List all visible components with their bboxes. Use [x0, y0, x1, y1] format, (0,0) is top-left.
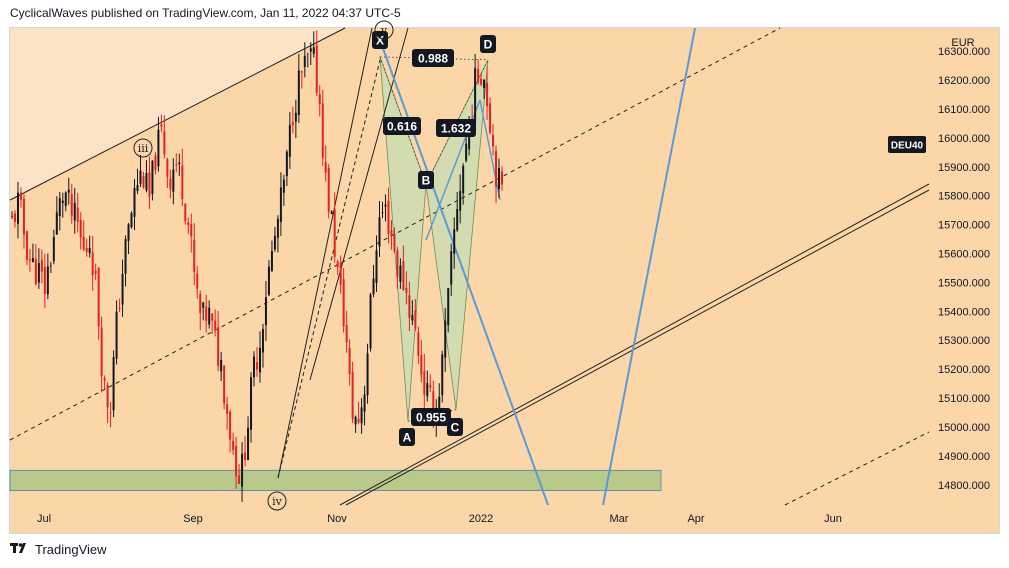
x-tick-label: Jun [824, 513, 842, 525]
upper-channel-line [9, 27, 346, 201]
pattern-point-bg [399, 428, 415, 446]
lower-dashed-line [784, 431, 930, 506]
x-tick-label: Mar [610, 513, 629, 525]
symbol-badge: DEU40 [888, 136, 926, 153]
y-tick-label: 16200.000 [938, 75, 990, 87]
symbol-badge-text: DEU40 [891, 141, 924, 152]
candles-layer [11, 30, 503, 502]
base-channel-line-2 [345, 189, 930, 506]
pattern-point-X: X [372, 31, 388, 49]
wave-label-circle [374, 20, 394, 40]
y-tick-label: 15800.000 [938, 191, 990, 203]
wave-label-v: v [374, 20, 394, 40]
pattern-point-A: A [399, 428, 415, 446]
chart-frame[interactable] [9, 27, 1000, 534]
pattern-point-label: A [403, 431, 412, 445]
y-tick-label: 16100.000 [938, 104, 990, 116]
wave-label-text: iii [138, 142, 149, 155]
y-tick-label: 14800.000 [938, 480, 990, 492]
x-tick-label: 2022 [469, 513, 493, 525]
ratio-label-3: 0.955 [411, 408, 451, 426]
ratio-label-bg [411, 408, 451, 426]
dashed-midline [9, 27, 781, 441]
y-tick-label: 16000.000 [938, 133, 990, 145]
wave-label-text: v [380, 24, 388, 37]
footer: TradingView [10, 542, 107, 557]
symbol-badge-bg [888, 136, 926, 153]
ratio-label-bg [383, 117, 421, 135]
ratio-label-text: 0.955 [416, 411, 446, 425]
support-zone [9, 469, 662, 491]
impulse-dashed-line [277, 59, 381, 479]
wave-label-text: iv [272, 495, 283, 508]
ratio-label-bg [412, 49, 454, 67]
y-tick-label: 15600.000 [938, 248, 990, 260]
x-tick-label: Jul [37, 513, 51, 525]
pattern-point-label: B [422, 174, 431, 188]
chart-background [10, 28, 999, 533]
y-tick-label: 15300.000 [938, 335, 990, 347]
pattern-point-label: D [484, 38, 493, 52]
y-tick-label: 16300.000 [938, 46, 990, 58]
annotation-labels-layer: X A B C D 0.988 0.616 1.632 0.955 iii iv v [133, 20, 496, 511]
footer-brand: TradingView [35, 542, 107, 557]
trend-lines-layer [9, 27, 930, 506]
time-scale-area [10, 505, 999, 533]
pattern-ratio-line-0 [379, 56, 427, 185]
x-tick-label: Apr [687, 513, 704, 525]
pattern-point-label: C [451, 421, 460, 435]
y-tick-label: 15500.000 [938, 277, 990, 289]
axes-layer: 14800.000 14900.000 15000.000 15100.000 1520… [37, 37, 990, 525]
wave-label-iii: iii [133, 138, 153, 158]
ratio-label-text: 0.616 [387, 120, 417, 134]
ratio-label-0: 0.988 [412, 49, 454, 67]
currency-label: EUR [951, 37, 974, 49]
pattern-point-bg [480, 35, 496, 53]
impulse-channel-line-1 [277, 27, 373, 479]
ratio-label-2: 1.632 [436, 119, 476, 137]
x-tick-label: Nov [327, 513, 347, 525]
publish-header: CyclicalWaves published on TradingView.c… [10, 6, 401, 20]
y-tick-label: 15700.000 [938, 220, 990, 232]
ratio-label-bg [436, 119, 476, 137]
pattern-point-bg [372, 31, 388, 49]
ratio-label-1: 0.616 [383, 117, 421, 135]
y-tick-label: 15000.000 [938, 422, 990, 434]
x-tick-label: Sep [183, 513, 203, 525]
pattern-point-bg [418, 171, 434, 189]
wave-label-circle [267, 491, 287, 511]
y-tick-label: 14900.000 [938, 451, 990, 463]
blue-line-up [602, 27, 696, 506]
ratio-label-text: 0.988 [418, 52, 448, 66]
price-scale-area [929, 28, 999, 505]
pattern-point-D: D [480, 35, 496, 53]
y-tick-label: 15900.000 [938, 162, 990, 174]
ratio-label-text: 1.632 [441, 122, 471, 136]
tradingview-logo-icon [10, 542, 30, 557]
y-tick-label: 15100.000 [938, 393, 990, 405]
y-tick-label: 15200.000 [938, 364, 990, 376]
support-zone-layer [9, 469, 662, 491]
wave-label-circle [133, 138, 153, 158]
y-tick-label: 15400.000 [938, 306, 990, 318]
pattern-point-label: X [376, 34, 384, 48]
pattern-point-B: B [418, 171, 434, 189]
impulse-channel-line-2 [309, 27, 409, 381]
wave-label-iv: iv [267, 491, 287, 511]
